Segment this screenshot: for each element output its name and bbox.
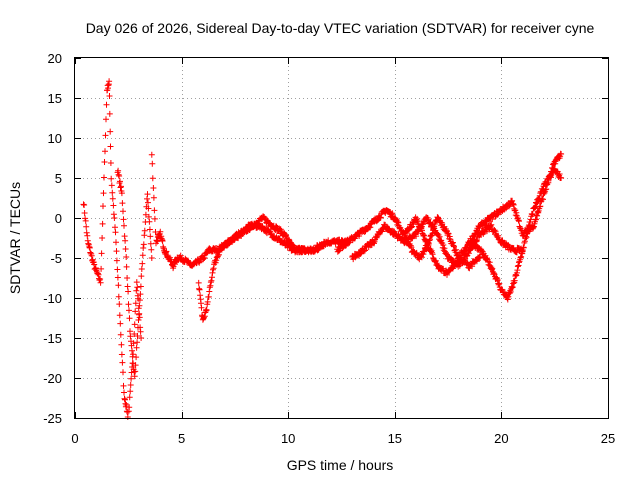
point-markers [466,150,565,247]
x-tick-label: 15 [388,431,402,446]
series-satellite-pass-D [195,220,328,323]
chart-title: Day 026 of 2026, Sidereal Day-to-day VTE… [86,20,595,36]
x-tick-label: 20 [494,431,508,446]
x-tick-label: 10 [281,431,295,446]
point-markers [195,220,328,323]
data-points [80,78,565,420]
series-satellite-pass-F [349,214,526,270]
x-axis-label: GPS time / hours [287,457,394,473]
series-satellite-pass-B [114,167,155,380]
series-satellite-pass-H [466,150,565,247]
tick-marks [75,58,609,419]
y-tick-label: -15 [43,331,62,346]
y-tick-labels: -25 -20 -15 -10 -5 0 5 10 15 20 [43,51,62,426]
x-tick-labels: 0 5 10 15 20 25 [71,431,615,446]
y-axis-label: SDTVAR / TECUs [7,182,23,294]
y-tick-label: 15 [48,91,62,106]
point-markers [114,167,155,380]
y-tick-label: 0 [55,211,62,226]
y-tick-label: -5 [50,251,62,266]
x-tick-label: 0 [71,431,78,446]
y-tick-label: 20 [48,51,62,66]
y-tick-label: 5 [55,171,62,186]
y-tick-label: 10 [48,131,62,146]
x-tick-label: 5 [178,431,185,446]
x-tick-label: 25 [601,431,615,446]
point-markers [80,78,145,420]
series-satellite-pass-A [80,78,145,420]
y-tick-label: -10 [43,291,62,306]
point-markers [349,214,526,270]
y-tick-label: -25 [43,411,62,426]
y-tick-label: -20 [43,371,62,386]
plot-frame [74,57,609,419]
